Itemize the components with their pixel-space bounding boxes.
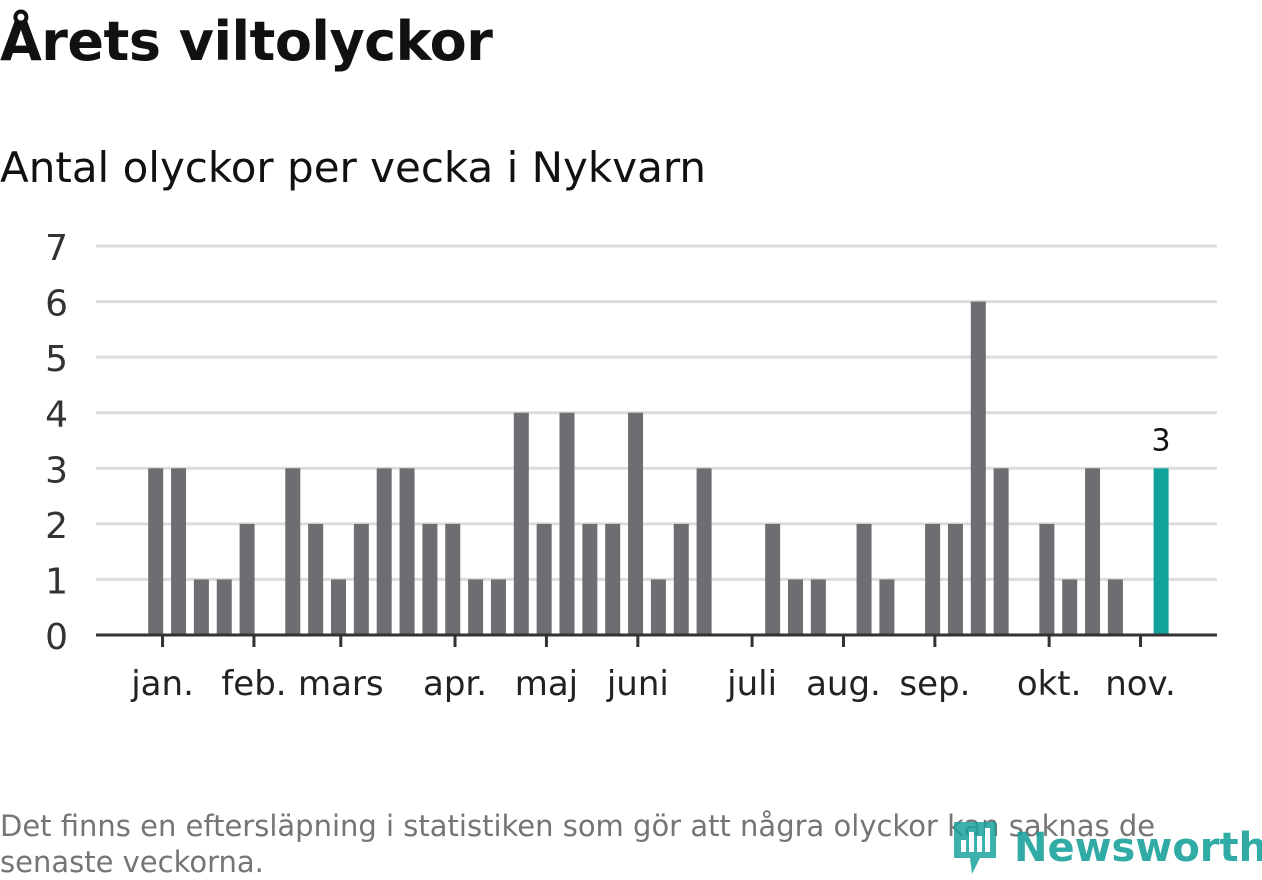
newsworthy-logo-text: Newsworthy	[1014, 825, 1262, 871]
bar	[148, 468, 164, 635]
x-axis: jan. feb. mars apr. maj juni juli aug. sep. okt. n…	[96, 633, 1217, 704]
y-tick-label: 1	[45, 561, 68, 602]
bar	[331, 579, 346, 635]
y-tick-label: 6	[45, 284, 68, 325]
bar	[216, 579, 232, 635]
bar	[810, 579, 826, 635]
bar	[559, 412, 575, 635]
y-tick-label: 4	[45, 395, 68, 436]
x-tick-label: nov.	[1105, 664, 1176, 704]
bar	[582, 523, 598, 635]
x-tick-label: feb.	[221, 664, 286, 704]
bar	[605, 523, 621, 635]
chart-title: Årets viltolyckor	[0, 10, 493, 73]
bar	[765, 523, 781, 635]
bar	[536, 523, 552, 635]
highlight-value-label: 3	[1152, 423, 1171, 458]
bar	[308, 523, 324, 635]
bar	[1085, 468, 1101, 635]
bar	[399, 468, 415, 635]
bar	[468, 579, 484, 635]
bar	[628, 412, 644, 635]
bar-chart: 0 1 2 3 4 5 6 7 jan. feb. mars apr. maj juni juli aug.…	[45, 228, 1217, 704]
bar-highlight	[1153, 468, 1169, 635]
bar	[1062, 579, 1078, 635]
bar	[193, 579, 209, 635]
bar	[696, 468, 712, 635]
bar	[239, 523, 255, 635]
bar	[925, 523, 941, 635]
bar	[353, 523, 369, 635]
bar	[673, 523, 689, 635]
x-tick-label: aug.	[806, 664, 881, 704]
bar	[513, 412, 529, 635]
y-tick-label: 5	[45, 339, 68, 380]
bar	[788, 579, 803, 635]
bar	[970, 301, 986, 635]
newsworthy-logo-icon	[954, 822, 996, 874]
bar	[879, 579, 895, 635]
y-tick-label: 0	[45, 617, 68, 658]
bar	[947, 523, 963, 635]
bar	[376, 468, 392, 635]
x-tick-label: jan.	[130, 664, 194, 704]
bar	[650, 579, 666, 635]
x-tick-label: juni	[606, 664, 669, 704]
x-tick-label: apr.	[423, 664, 487, 704]
x-tick-label: okt.	[1017, 664, 1082, 704]
x-tick-label: juli	[726, 664, 777, 704]
x-tick-label: sep.	[899, 664, 970, 704]
bar	[445, 523, 461, 635]
x-tick-label: maj	[515, 664, 578, 704]
bar	[285, 468, 301, 635]
y-axis-ticks: 0 1 2 3 4 5 6 7	[45, 228, 68, 658]
bar	[490, 579, 506, 635]
bar	[171, 468, 187, 635]
newsworthy-logo: Newsworthy	[950, 818, 1262, 878]
bar	[422, 523, 438, 635]
y-tick-label: 3	[45, 450, 68, 491]
bar	[1039, 523, 1055, 635]
chart-subtitle: Antal olyckor per vecka i Nykvarn	[0, 143, 706, 192]
y-tick-label: 2	[45, 506, 68, 547]
x-tick-label: mars	[298, 664, 384, 704]
y-tick-label: 7	[45, 228, 68, 269]
bar	[993, 468, 1009, 635]
bars	[148, 301, 1169, 635]
gridlines	[96, 244, 1217, 581]
bar	[1107, 579, 1123, 635]
data-labels: 3	[1152, 423, 1171, 458]
bar	[856, 523, 872, 635]
